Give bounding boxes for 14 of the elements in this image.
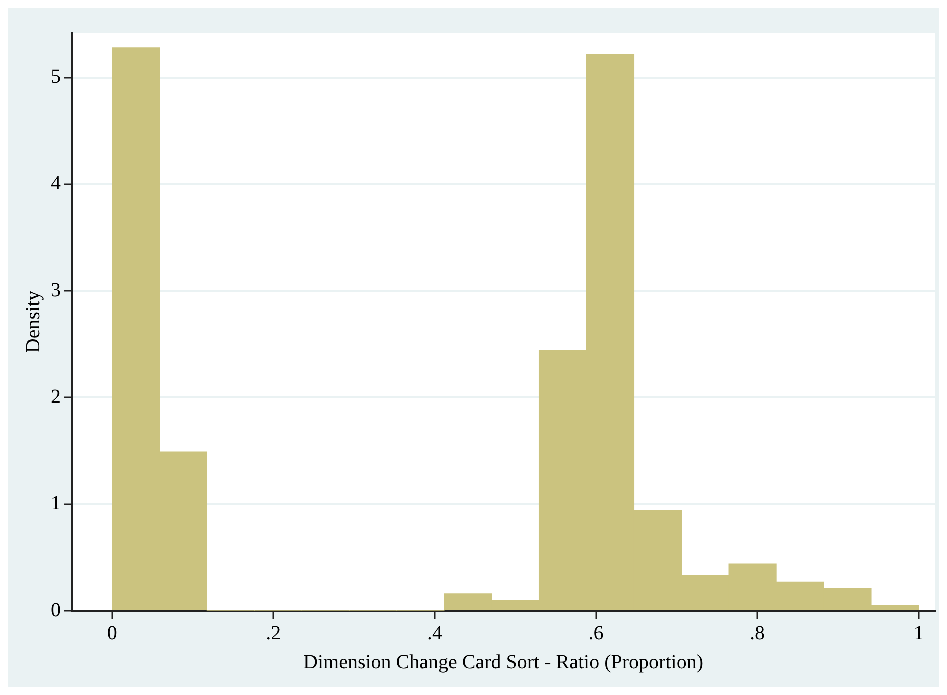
x-tick-label: .2 — [266, 622, 282, 644]
x-tick-label: 0 — [107, 622, 118, 644]
x-tick-label: .8 — [750, 622, 766, 644]
x-tick-label: .6 — [588, 622, 604, 644]
y-tick-label: 2 — [51, 386, 61, 408]
y-tick-label: 0 — [51, 599, 61, 622]
y-tick-label: 3 — [51, 279, 61, 302]
y-tick-label: 1 — [51, 492, 61, 515]
x-tick-label: .4 — [427, 622, 442, 644]
y-tick-label: 5 — [51, 66, 61, 88]
x-axis-title: Dimension Change Card Sort - Ratio (Proportion) — [304, 651, 704, 674]
y-tick-label: 4 — [51, 172, 61, 195]
y-axis-title: Density — [22, 290, 44, 354]
x-tick-label: 1 — [914, 622, 924, 644]
